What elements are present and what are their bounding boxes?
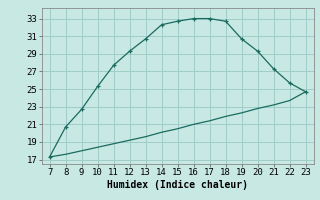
X-axis label: Humidex (Indice chaleur): Humidex (Indice chaleur) xyxy=(107,180,248,190)
